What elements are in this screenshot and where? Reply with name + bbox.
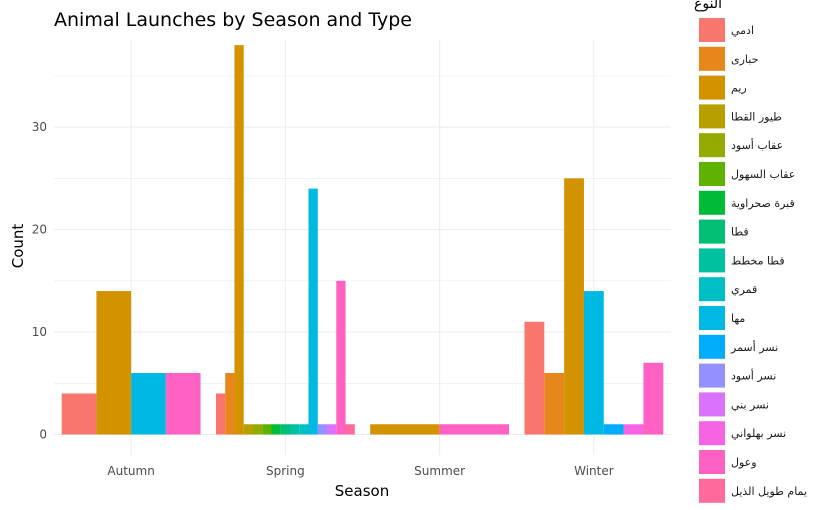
bar-spring-16 (345, 424, 355, 435)
legend-label: ريم (731, 82, 747, 95)
legend-label: حباری (731, 53, 758, 66)
legend-key (699, 104, 725, 129)
bar-autumn-15 (165, 373, 201, 435)
legend-label: عقاب أسود (731, 138, 783, 152)
bar-spring-5 (262, 424, 272, 435)
x-tick-label: Spring (266, 464, 305, 478)
x-tick-label: Summer (414, 464, 465, 478)
y-axis-ticks: 0 10 20 30 (32, 120, 47, 441)
legend-key (699, 248, 725, 273)
legend-label: ادمي (731, 24, 754, 37)
bar-winter-15 (643, 362, 664, 435)
bar-summer-2 (370, 424, 440, 435)
bar-spring-10 (308, 188, 318, 435)
legend-label: قطا (731, 226, 749, 239)
legend-key (699, 162, 725, 186)
y-tick-label: 30 (32, 120, 47, 134)
legend-label: مها (731, 312, 745, 325)
legend-key (699, 363, 725, 388)
bar-summer-15 (439, 424, 510, 435)
legend-key (699, 190, 725, 215)
legend-key (699, 219, 725, 244)
bar-winter-2 (564, 178, 584, 435)
x-tick-label: Winter (574, 464, 614, 478)
legend-key (699, 306, 725, 330)
legend-key (699, 478, 725, 503)
legend-label: نسر أسمر (730, 340, 778, 354)
legend: النوع ادمي حباری ريم طيور القطا عقاب أسود عقا… (694, 0, 807, 503)
legend-key (699, 277, 725, 302)
bar-spring-13 (327, 424, 337, 435)
bar-spring-4 (252, 424, 263, 435)
x-tick-label: Autumn (107, 464, 154, 478)
bar-autumn-2 (96, 291, 132, 435)
legend-key (699, 46, 725, 71)
bar-spring-3 (243, 424, 253, 435)
bar-spring-15 (336, 280, 346, 435)
bar-spring-12 (317, 424, 328, 435)
bar-spring-8 (290, 424, 300, 435)
bar-spring-9 (299, 424, 309, 435)
bar-winter-10 (583, 291, 604, 435)
bar-spring-2 (234, 45, 244, 435)
legend-label: قمري (731, 283, 757, 296)
bar-spring-1 (225, 373, 235, 435)
x-axis-ticks: Autumn Spring Summer Winter (107, 464, 613, 478)
y-tick-label: 10 (32, 325, 47, 339)
grid (54, 40, 671, 455)
bar-spring-6 (271, 424, 281, 435)
y-tick-label: 0 (39, 428, 47, 442)
bar-spring-7 (280, 424, 291, 435)
legend-label: طيور القطا (731, 110, 782, 123)
bar-autumn-10 (131, 373, 166, 435)
bar-winter-0 (524, 321, 545, 435)
legend-key (699, 421, 725, 446)
bar-autumn-0 (61, 393, 97, 435)
legend-label: نسر أسود (731, 369, 776, 383)
legend-key (699, 450, 725, 474)
bar-winter-11 (603, 424, 624, 435)
legend-label: عقاب السهول (731, 168, 795, 181)
chart-title: Animal Launches by Season and Type (54, 9, 412, 31)
bar-winter-14 (623, 424, 644, 435)
bar-winter-1 (544, 373, 565, 435)
bars (61, 45, 664, 435)
y-axis-title: Count (9, 224, 27, 269)
legend-label: نسر بهلواني (731, 427, 786, 440)
legend-label: قبرة صحراوية (731, 197, 795, 210)
legend-label: قطا مخطط (731, 254, 785, 267)
x-axis-title: Season (335, 482, 389, 500)
legend-title: النوع (694, 0, 722, 12)
legend-key (699, 18, 725, 42)
legend-label: نسر بني (731, 398, 769, 411)
legend-label: وعول (731, 456, 757, 469)
legend-key (699, 75, 725, 100)
legend-key (699, 334, 725, 359)
bar-spring-0 (215, 393, 226, 435)
legend-key (699, 392, 725, 417)
legend-key (699, 133, 725, 158)
y-tick-label: 20 (32, 223, 47, 237)
legend-label: يمام طويل الذيل (731, 485, 807, 498)
